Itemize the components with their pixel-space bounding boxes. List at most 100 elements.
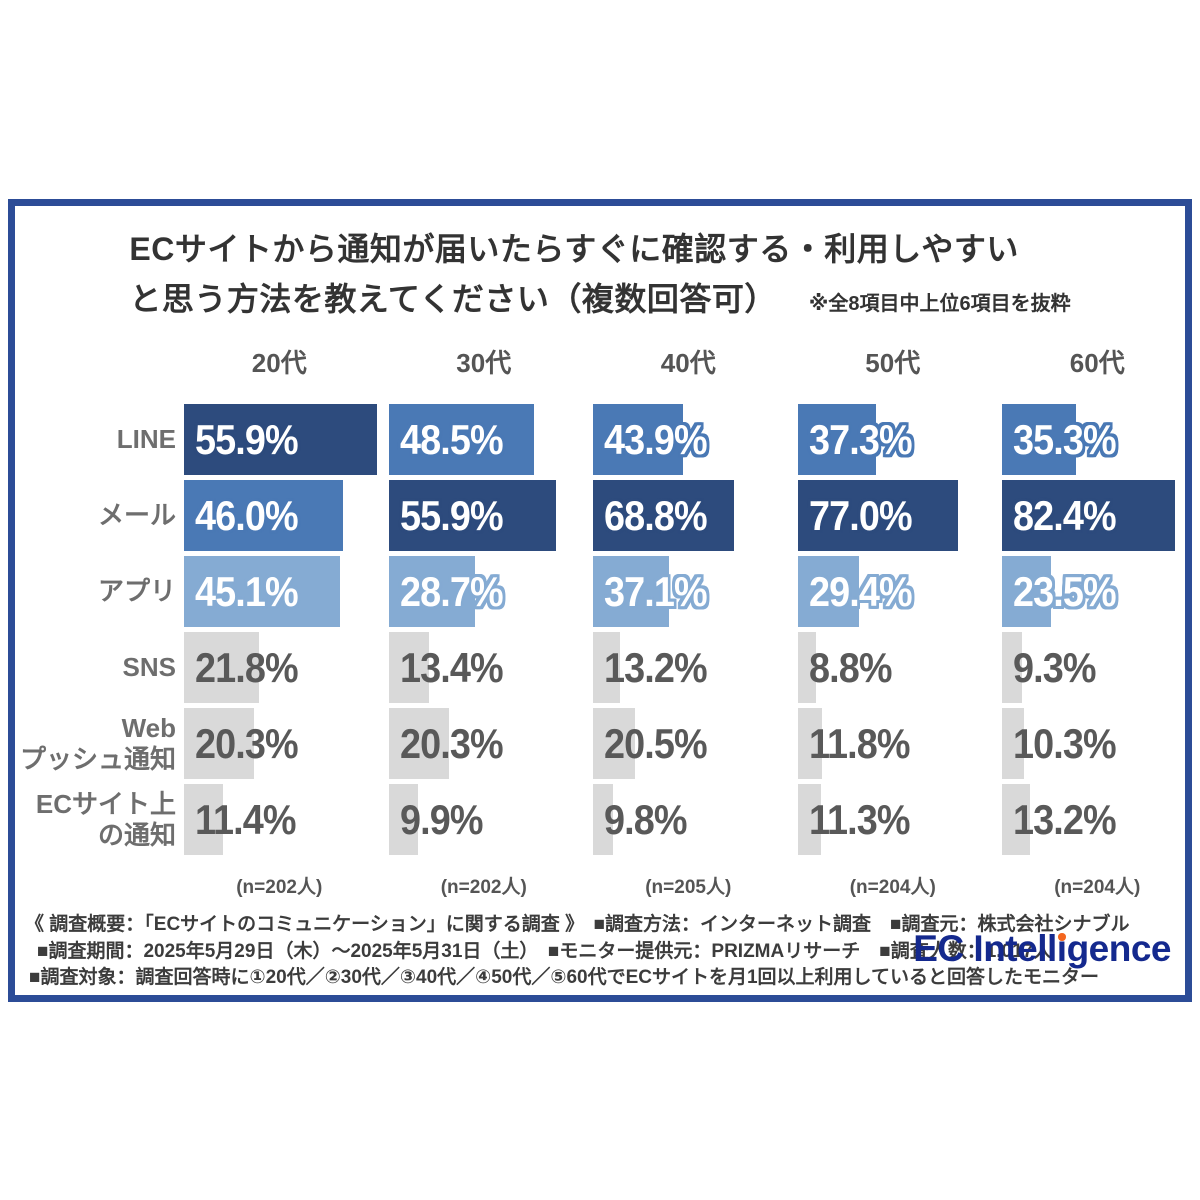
bar-value-label: 21.8% bbox=[195, 644, 299, 691]
age-group-header-row: 20代 30代 40代 50代 60代 bbox=[15, 343, 1185, 380]
bar-cell: 13.2% bbox=[593, 632, 798, 703]
bar bbox=[797, 784, 822, 855]
age-group-header: 30代 bbox=[456, 348, 512, 378]
sample-size-label: (n=204人) bbox=[849, 877, 936, 898]
bar-cell: 68.8% bbox=[593, 480, 798, 551]
bar-value-label: 46.0% bbox=[195, 492, 299, 539]
chart-title-line2-row: と思う方法を教えてください（複数回答可） ※全8項目中上位6項目を抜粋 bbox=[129, 274, 1070, 329]
age-group-header: 20代 bbox=[251, 348, 307, 378]
logo-text-prefix: EC Intell bbox=[913, 928, 1057, 969]
logo-orange-dot-i: ı bbox=[1056, 928, 1067, 969]
bar-cell: 77.0% bbox=[797, 480, 1003, 551]
survey-overview-footer: 《 調査概要：「ECサイトのコミュニケーション」に関する調査 》 ■調査方法：イ… bbox=[25, 912, 1130, 992]
bar-value-label: 55.9% bbox=[195, 416, 299, 463]
row-label: SNS bbox=[122, 652, 176, 683]
age-group-header: 40代 bbox=[660, 348, 716, 378]
bar-cell: 21.8% bbox=[184, 632, 389, 703]
bar-value-label: 8.8% bbox=[808, 644, 892, 691]
chart-title-line1: ECサイトから通知が届いたらすぐに確認する・利用しやすい bbox=[129, 231, 1019, 267]
bar-value-label: 11.3% bbox=[808, 796, 911, 843]
bar bbox=[593, 404, 683, 475]
title-block: ECサイトから通知が届いたらすぐに確認する・利用しやすい と思う方法を教えてくだ… bbox=[15, 224, 1185, 329]
bar bbox=[593, 632, 621, 703]
logo-text-suffix: gence bbox=[1066, 928, 1172, 969]
bar-cell: 9.8% bbox=[593, 784, 798, 855]
bar-cell: 9.3% bbox=[1002, 632, 1200, 703]
bar-value-label: 9.9% bbox=[399, 796, 483, 843]
bar-value-label: 82.4% bbox=[1013, 492, 1117, 539]
bar-cell: 29.4% bbox=[797, 556, 1003, 627]
bar-value-label: 37.1% bbox=[604, 568, 708, 615]
footer-line-3: ■調査対象：調査回答時に①20代／②30代／③40代／④50代／⑤60代でECサ… bbox=[29, 967, 1099, 988]
n-row-spacer bbox=[15, 872, 184, 899]
header-spacer bbox=[15, 343, 184, 380]
bar-value-label: 13.2% bbox=[604, 644, 708, 691]
sample-size-label: (n=202人) bbox=[236, 877, 323, 898]
bar-value-label: 45.1% bbox=[195, 568, 299, 615]
bar-cell: 9.9% bbox=[388, 784, 594, 855]
bar bbox=[797, 556, 859, 627]
bar-cell: 20.3% bbox=[184, 708, 389, 779]
title-lines: ECサイトから通知が届いたらすぐに確認する・利用しやすい と思う方法を教えてくだ… bbox=[129, 224, 1070, 329]
bar bbox=[184, 556, 340, 627]
ec-intelligence-logo: EC Intellıgence bbox=[913, 928, 1171, 970]
row-label: メール bbox=[97, 500, 176, 531]
bar-cell: 46.0% bbox=[184, 480, 389, 551]
bar-value-label: 9.3% bbox=[1013, 644, 1096, 691]
row-label: LINE bbox=[116, 424, 176, 455]
bar-value-label: 43.9% bbox=[604, 416, 708, 463]
bar-value-label: 13.2% bbox=[1013, 796, 1117, 843]
bar bbox=[184, 632, 260, 703]
bar bbox=[1002, 708, 1024, 779]
bar-value-label: 20.3% bbox=[195, 720, 299, 767]
bar bbox=[184, 784, 224, 855]
bar-value-label: 10.3% bbox=[1013, 720, 1117, 767]
bar bbox=[797, 632, 816, 703]
bar-value-label: 29.4% bbox=[808, 568, 913, 615]
bar-cell: 37.1% bbox=[593, 556, 798, 627]
bar-value-label: 23.5% bbox=[1013, 568, 1117, 615]
bar-value-label: 68.8% bbox=[604, 492, 708, 539]
bar-cell: 20.3% bbox=[388, 708, 594, 779]
bar bbox=[1002, 480, 1175, 551]
sample-size-label: (n=205人) bbox=[645, 877, 732, 898]
row-label: Web プッシュ通知 bbox=[19, 712, 176, 774]
sample-size-label: (n=204人) bbox=[1054, 877, 1141, 898]
age-group-header: 50代 bbox=[865, 348, 921, 378]
bar-value-label: 28.7% bbox=[399, 568, 504, 615]
chart-title-line2: と思う方法を教えてください（複数回答可） bbox=[129, 281, 777, 317]
sample-size-row: (n=202人) (n=202人) (n=205人) (n=204人) (n=204人) bbox=[15, 872, 1185, 899]
bar bbox=[388, 556, 475, 627]
bar bbox=[797, 708, 823, 779]
card-inner: ECサイトから通知が届いたらすぐに確認する・利用しやすい と思う方法を教えてくだ… bbox=[15, 206, 1185, 995]
bar-value-label: 48.5% bbox=[399, 416, 504, 463]
bar-cell: 11.3% bbox=[797, 784, 1003, 855]
bar-cell: 11.8% bbox=[797, 708, 1003, 779]
sample-size-label: (n=202人) bbox=[440, 877, 527, 898]
bar-cell: 8.8% bbox=[797, 632, 1003, 703]
bar bbox=[1002, 556, 1052, 627]
bar-value-label: 20.3% bbox=[399, 720, 504, 767]
bar bbox=[593, 708, 635, 779]
row-label: アプリ bbox=[97, 576, 176, 607]
age-group-header: 60代 bbox=[1069, 348, 1125, 378]
bar-value-label: 9.8% bbox=[604, 796, 687, 843]
bar bbox=[593, 556, 670, 627]
bar-cell: 55.9% bbox=[388, 480, 594, 551]
bar-cell: 11.4% bbox=[184, 784, 389, 855]
bar-cell: 13.4% bbox=[388, 632, 594, 703]
bar bbox=[388, 784, 419, 855]
bar-value-label: 11.4% bbox=[195, 796, 297, 843]
bar-cell: 28.7% bbox=[388, 556, 594, 627]
bar-cell: 20.5% bbox=[593, 708, 798, 779]
bar bbox=[184, 404, 377, 475]
bar-cell: 37.3% bbox=[797, 404, 1003, 475]
bar-cell: 48.5% bbox=[388, 404, 594, 475]
bar-cell: 23.5% bbox=[1002, 556, 1200, 627]
bar-chart-area: LINE 55.9% 48.5% 43.9% 37.3% 35.3% メール 46.0% 55.… bbox=[15, 404, 1200, 860]
bar bbox=[184, 480, 343, 551]
bar-value-label: 77.0% bbox=[808, 492, 913, 539]
bar bbox=[593, 784, 614, 855]
title-note: ※全8項目中上位6項目を抜粋 bbox=[808, 293, 1071, 315]
bar-value-label: 13.4% bbox=[399, 644, 504, 691]
